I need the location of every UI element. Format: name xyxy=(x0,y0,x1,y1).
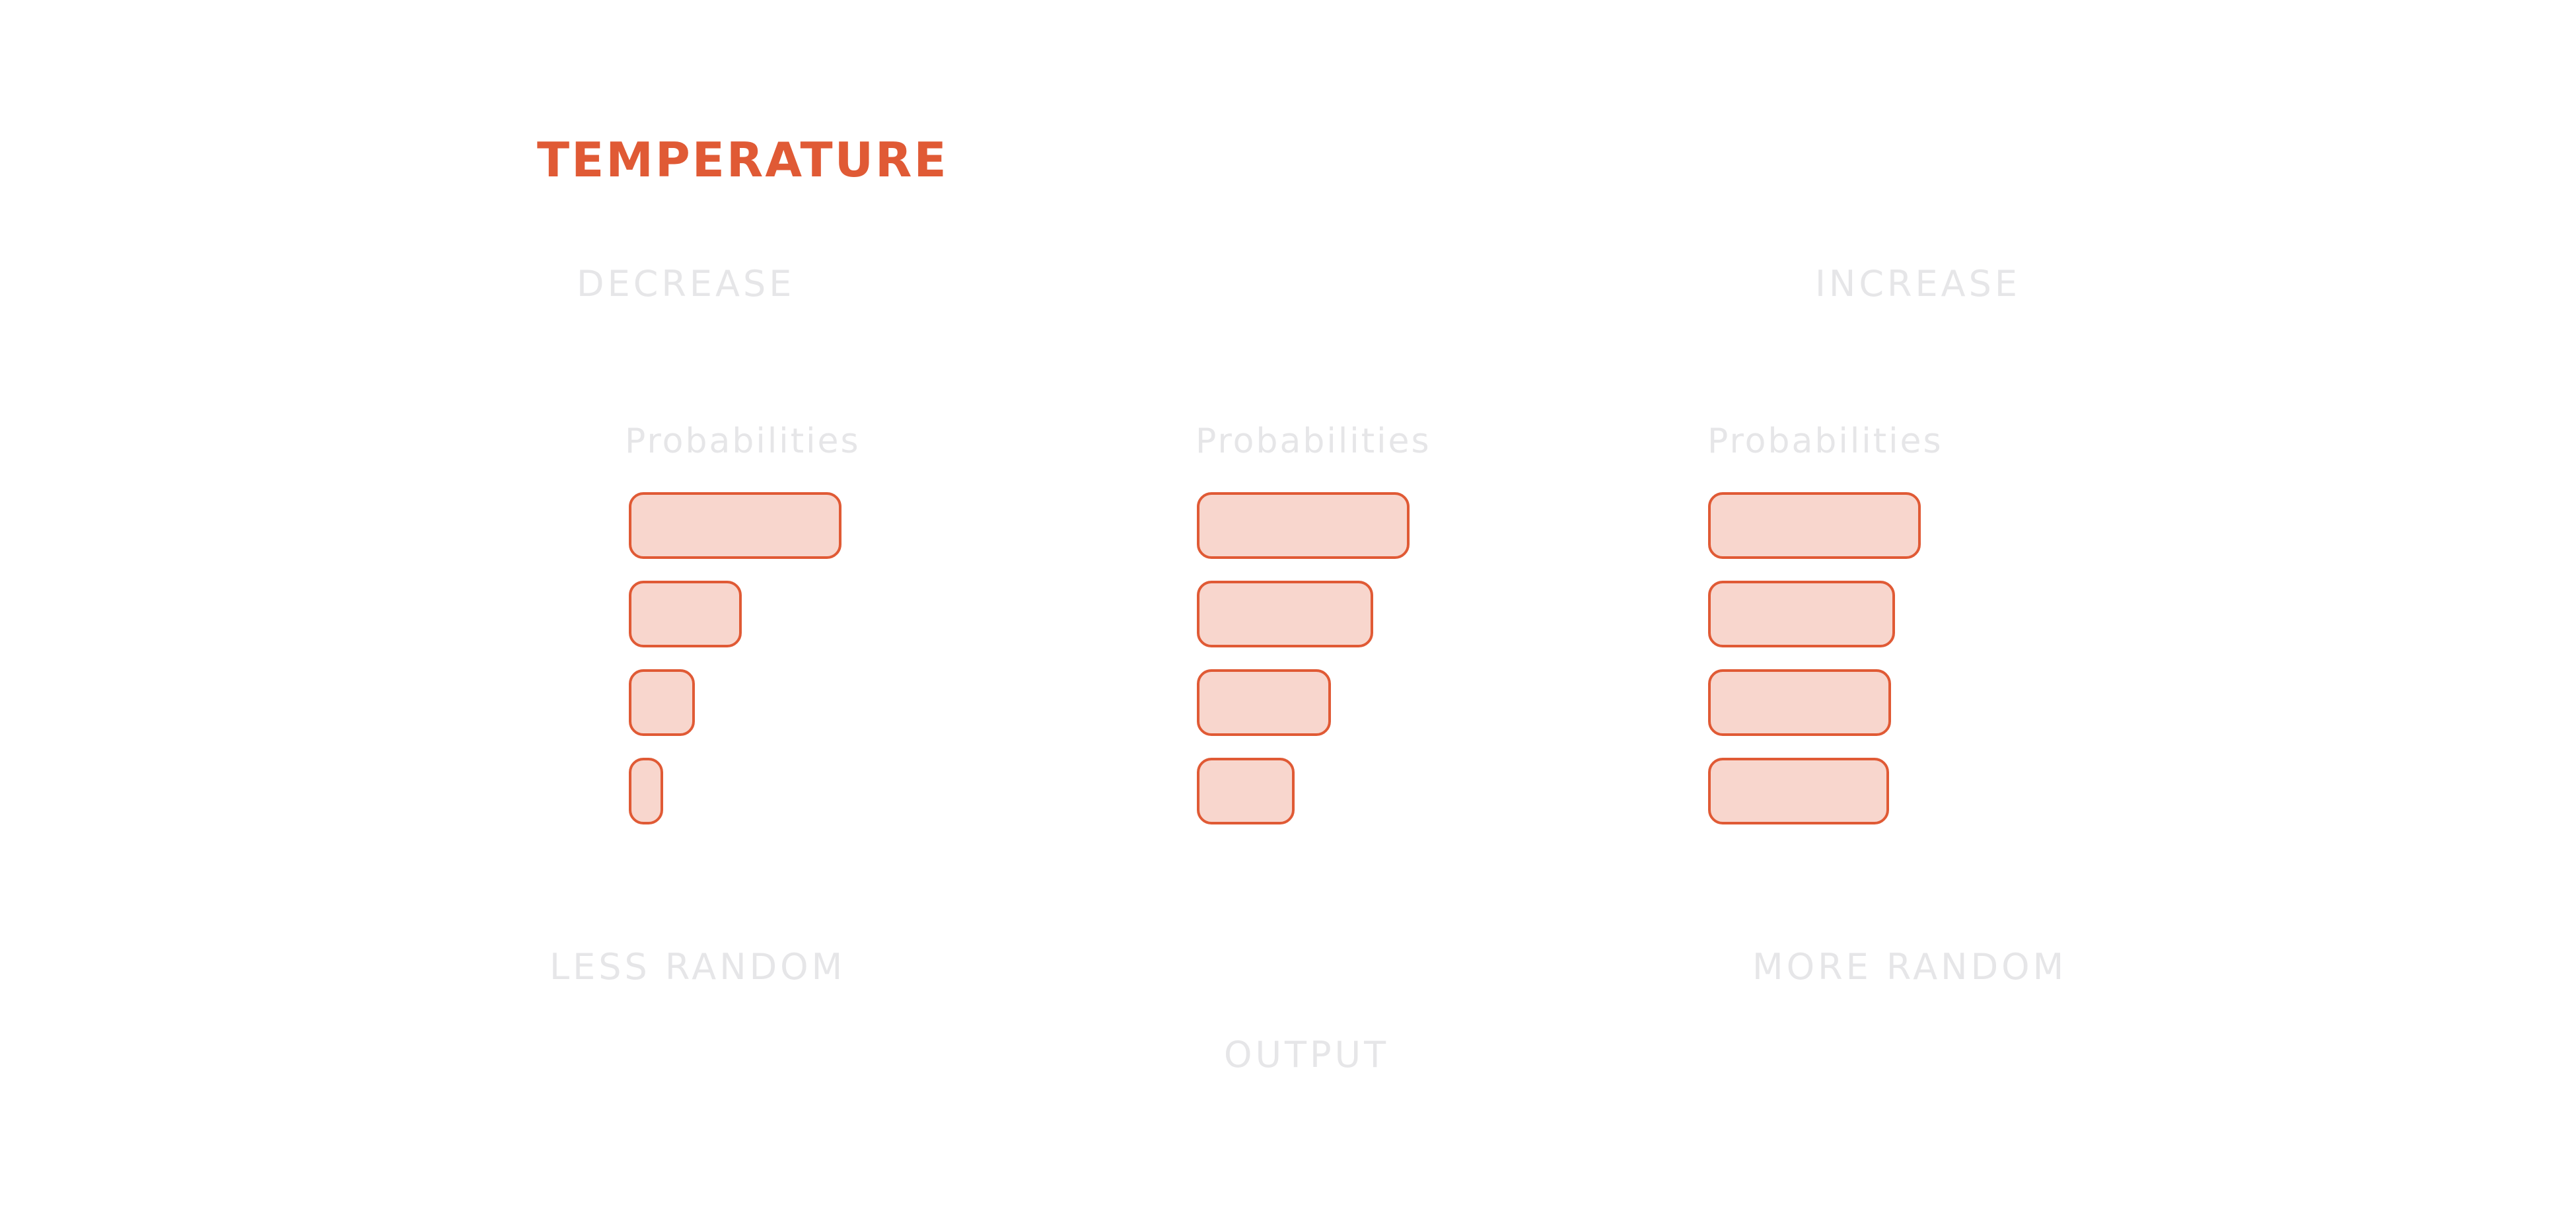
decrease-label: DECREASE xyxy=(577,263,795,305)
high-temperature-probabilities-label: Probabilities xyxy=(1707,421,1943,461)
medium-temperature-probability-bars xyxy=(1197,492,1415,829)
probability-bar xyxy=(629,492,841,559)
less-random-label: LESS RANDOM xyxy=(550,946,846,988)
probability-bar xyxy=(1708,492,1921,559)
output-label: OUTPUT xyxy=(1224,1034,1390,1076)
probability-bar xyxy=(1197,581,1373,647)
probability-bar xyxy=(629,758,663,824)
probability-bar xyxy=(1197,492,1410,559)
diagram-title: TEMPERATURE xyxy=(537,132,948,188)
probability-bar xyxy=(1708,581,1895,647)
low-temperature-probabilities-label: Probabilities xyxy=(625,421,861,461)
probability-bar xyxy=(629,669,695,736)
low-temperature-probability-bars xyxy=(629,492,847,829)
probability-bar xyxy=(629,581,742,647)
probability-bar xyxy=(1708,758,1889,824)
high-temperature-probability-bars xyxy=(1708,492,1926,829)
more-random-label: MORE RANDOM xyxy=(1752,946,2067,988)
probability-bar xyxy=(1197,669,1331,736)
medium-temperature-probabilities-label: Probabilities xyxy=(1196,421,1431,461)
probability-bar xyxy=(1197,758,1295,824)
probability-bar xyxy=(1708,669,1891,736)
increase-label: INCREASE xyxy=(1815,263,2021,305)
